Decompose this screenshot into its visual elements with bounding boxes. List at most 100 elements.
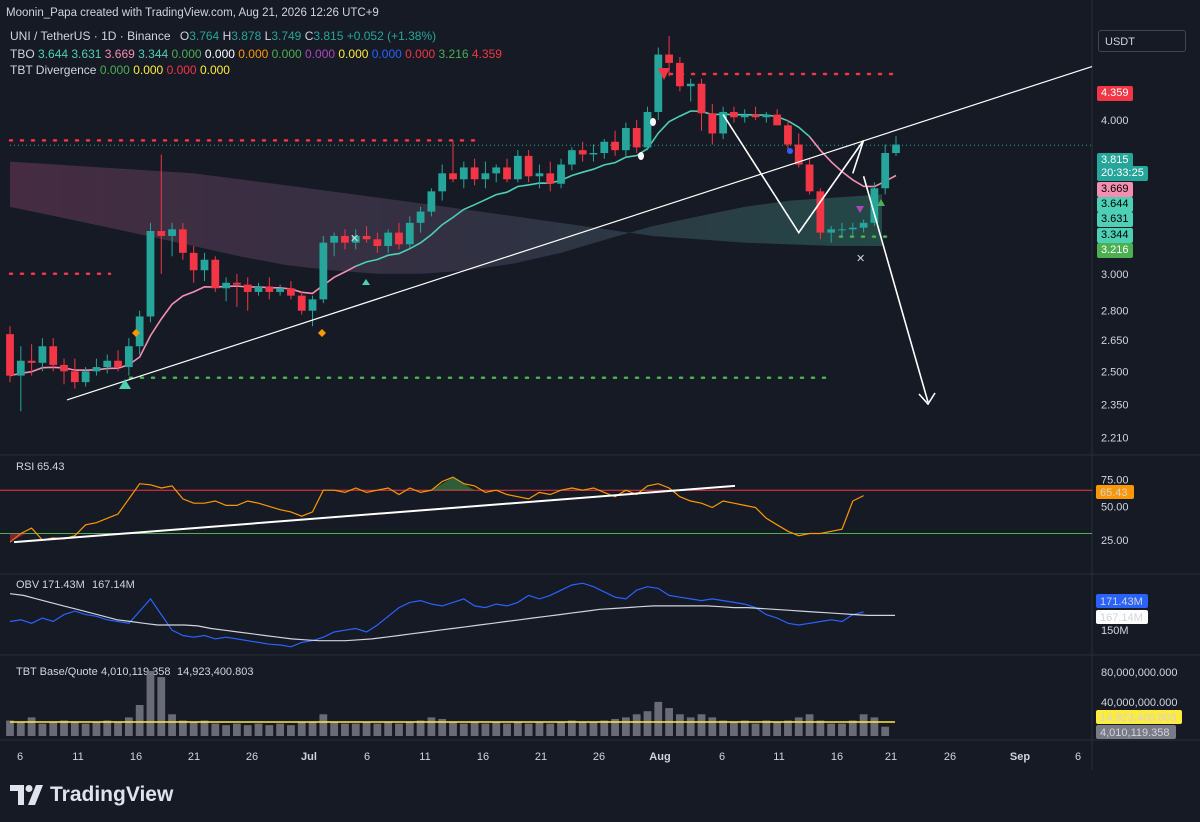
candle-body: [751, 114, 760, 118]
candle-body: [395, 232, 403, 245]
price-label: 3.644: [1097, 197, 1133, 212]
volume-bar: [92, 722, 101, 736]
price-axis-tick: 2.210: [1101, 432, 1129, 444]
volume-bar: [124, 717, 133, 736]
candle-body: [200, 259, 209, 271]
rsi-overbought-fill: [431, 477, 475, 491]
candle-body: [449, 173, 457, 180]
candle-body: [92, 367, 101, 372]
price-label: 3.631: [1097, 212, 1133, 227]
tradingview-logo[interactable]: TradingView: [10, 783, 173, 807]
time-axis-tick: 6: [17, 751, 23, 763]
volume-bar: [697, 714, 706, 736]
candle-body: [135, 316, 144, 347]
symbol-legend[interactable]: UNI / TetherUS · 1D · Binance O3.764 H3.…: [10, 29, 436, 43]
volume-bar: [459, 723, 468, 736]
candle-body: [308, 299, 317, 311]
candle-body: [621, 128, 630, 151]
volume-bar: [611, 718, 619, 736]
volume-bar: [654, 701, 663, 736]
volume-bar: [513, 722, 522, 736]
white-marker: [650, 118, 656, 126]
indicator-value: 3.631: [68, 47, 102, 61]
candle-body: [838, 229, 846, 231]
obv-value-badge-text: 171.43M: [1100, 596, 1143, 608]
volume-bar: [481, 723, 490, 736]
indicator-value: 0.000: [201, 47, 235, 61]
obv-label: OBV: [16, 579, 40, 591]
tbt-divergence-legend[interactable]: TBT Divergence 0.000 0.000 0.000 0.000: [10, 63, 230, 77]
tbo-legend[interactable]: TBO 3.644 3.631 3.669 3.344 0.000 0.000 …: [10, 47, 502, 61]
small-up-marker: [362, 279, 370, 285]
indicator-value: 0.000: [196, 63, 230, 77]
indicator-value: 3.644: [38, 47, 69, 61]
volume-bar: [330, 722, 339, 736]
volume-bar: [794, 717, 803, 736]
volume-bar: [297, 722, 306, 736]
tbt-divergence-values: 0.000 0.000 0.000 0.000: [100, 63, 230, 77]
rsi-oversold-fill: [10, 533, 26, 543]
candle-body: [427, 191, 436, 212]
candle-body: [524, 155, 533, 177]
candle-body: [600, 141, 609, 154]
time-axis-tick: 21: [885, 751, 897, 763]
volume-bar: [27, 717, 36, 736]
price-label: 3.344: [1097, 228, 1133, 243]
obv-value-badge: [1096, 594, 1148, 608]
volume-bar: [708, 717, 717, 736]
volume-bar: [81, 723, 90, 736]
candle-body: [319, 242, 328, 300]
candle-body: [611, 141, 619, 151]
candle-body: [719, 111, 728, 134]
price-label: 3.669: [1097, 182, 1133, 197]
time-axis-tick: 26: [944, 751, 956, 763]
candle-body: [892, 144, 900, 154]
volume-label: TBT Base/Quote: [16, 666, 98, 678]
volume-ma-badge: [1096, 710, 1182, 724]
time-axis-tick: Jul: [301, 751, 317, 763]
indicator-value: 0.000: [163, 63, 197, 77]
volume-bar: [773, 722, 782, 736]
fast-ma-bearish: [9, 265, 357, 377]
volume-bar: [762, 720, 771, 736]
volume-bar: [254, 723, 263, 736]
candle-body: [287, 288, 295, 296]
candle-body: [49, 346, 58, 365]
volume-bar: [600, 720, 609, 736]
volume-value: 4,010,119.358: [101, 666, 171, 678]
candle-body: [859, 222, 868, 228]
rsi-value: 65.43: [37, 461, 65, 473]
volume-bar: [524, 723, 533, 736]
candle-body: [546, 173, 555, 184]
candle-body: [330, 235, 339, 243]
volume-bar: [341, 723, 349, 736]
obv-value: 171.43M: [42, 579, 85, 591]
candle-body: [740, 114, 749, 118]
candle-body: [60, 364, 68, 372]
volume-bar: [265, 725, 274, 736]
ohlc-readout: O3.764 H3.878 L3.749 C3.815 +0.052 (+1.3…: [179, 29, 437, 43]
obv-ma-badge-text: 167.14M: [1100, 612, 1143, 624]
volume-bar: [416, 720, 425, 736]
volume-bar: [621, 717, 630, 736]
tbo-label: TBO: [10, 47, 35, 61]
candle-body: [697, 83, 706, 114]
indicator-value: 0.000: [234, 47, 269, 61]
volume-bar: [557, 722, 565, 736]
candle-body: [70, 371, 79, 383]
volume-bar: [438, 718, 447, 736]
volume-bar: [243, 725, 252, 736]
candle-body: [470, 167, 479, 180]
price-label: 3.216: [1097, 243, 1133, 258]
time-axis-tick: 6: [1075, 751, 1081, 763]
volume-bar: [740, 720, 749, 736]
candle-body: [503, 167, 511, 180]
time-axis-tick: Aug: [649, 751, 670, 763]
obv-line: [9, 582, 864, 648]
candle-body: [81, 371, 90, 383]
projection-arrowhead: [918, 392, 936, 406]
currency-button[interactable]: USDT: [1098, 30, 1186, 52]
volume-bar: [686, 717, 695, 736]
price-axis-tick: 2.350: [1101, 399, 1129, 411]
